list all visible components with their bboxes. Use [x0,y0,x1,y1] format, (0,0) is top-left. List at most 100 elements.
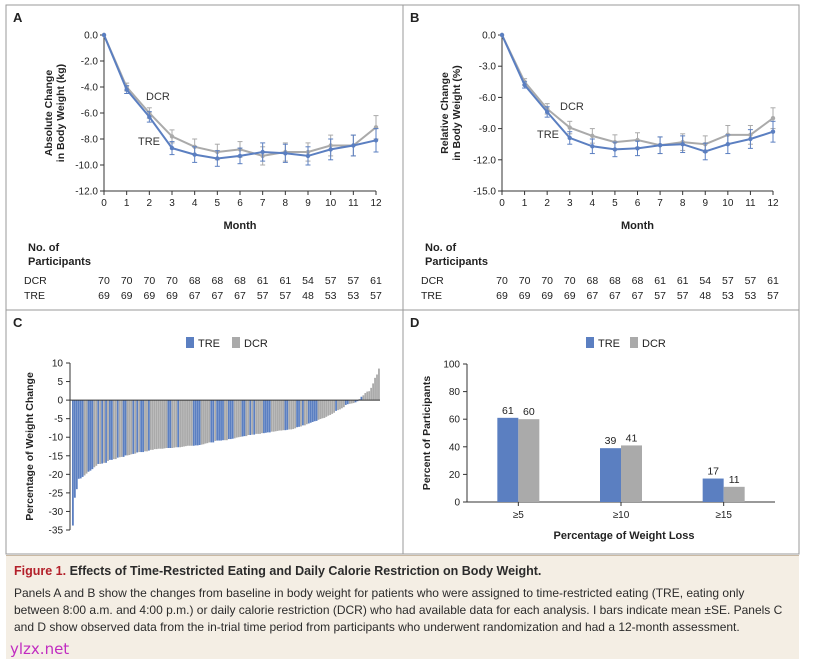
tre-participant-bar [110,400,113,460]
tre-data-point [237,153,243,159]
dcr-participant-bar [276,400,279,431]
y-tick-label: -12.0 [473,155,496,166]
dcr-data-point [567,125,572,130]
tre-participant-bar [194,400,197,446]
y-tick-label: 0.0 [482,31,496,42]
dcr-participant-bar [83,400,86,476]
participants-count: 48 [302,290,314,302]
panel-frames [5,4,800,555]
y-tick-label: -6.0 [81,109,99,120]
dcr-participant-bar [239,400,242,437]
participants-count: 54 [302,275,314,287]
dcr-participant-bar [257,400,259,434]
tre-bar-value: 39 [605,435,617,447]
y-axis-title-line1: Relative Change [439,72,451,154]
dcr-participant-bar [364,393,367,401]
dcr-participant-bar [175,400,178,448]
x-tick-label: 1 [522,198,528,209]
tre-series-label: TRE [537,129,559,141]
legend-tre-swatch [586,337,594,348]
x-tick-label: 12 [767,198,779,209]
participants-count: 53 [745,290,757,302]
dcr-participant-bar [235,400,238,438]
x-tick-label: 1 [124,198,130,209]
tre-participant-bar [198,400,201,446]
y-tick-label: 10 [52,359,64,370]
tre-participant-bar [89,400,92,471]
dcr-participant-bar [149,400,152,450]
legend-tre-swatch [186,337,194,348]
tre-participant-bar [296,400,298,428]
participants-count: 69 [564,290,576,302]
tre-participant-bar [216,400,219,441]
dcr-participant-bar [95,400,98,466]
participants-heading-line2: Participants [28,256,91,268]
participants-count: 53 [347,290,359,302]
dcr-participant-bar [294,400,297,429]
legend-dcr-label: DCR [642,338,666,350]
x-axis-title: Month [224,220,257,232]
participants-count: 54 [699,275,711,287]
panel-a-chart: 0.0-2.0-4.0-6.0-8.0-10.0-12.00 1 2 3 4 5 6 7 8 9 1… [24,31,382,303]
dcr-participant-bar [107,400,109,461]
tre-participant-bar [309,400,312,423]
watermark: ylzx.net [10,640,70,658]
caption-figure-number: Figure 1. [14,564,67,578]
tre-participant-bar [263,400,265,434]
y-tick-label: 5 [57,377,63,388]
dcr-participant-bar [226,400,228,441]
tre-participant-bar [220,400,222,441]
tre-participant-bar [284,400,287,431]
y-axis-title-line1: Absolute Change [43,70,55,156]
dcr-participant-bar [120,400,123,457]
participants-count: 57 [677,290,689,302]
dcr-participant-bar [114,400,117,460]
dcr-participant-bar [325,400,328,417]
participants-row-label: DCR [24,275,47,287]
x-tick-label: 8 [283,198,289,209]
dcr-participant-bar [329,400,332,415]
x-tick-label: 2 [147,198,153,209]
tre-data-point [351,143,356,148]
x-axis-title: Percentage of Weight Loss [554,530,695,542]
dcr-participant-bar [214,400,217,441]
tre-data-point [680,142,685,147]
participants-count: 57 [745,275,757,287]
dcr-participant-bar [208,400,211,443]
dcr-participant-bar [376,374,378,401]
tre-participant-bar [346,400,349,405]
dcr-participant-bar [366,391,369,401]
dcr-participant-bar [280,400,283,431]
x-tick-label: 6 [237,198,243,209]
tre-participant-bar [243,400,246,437]
participants-count: 68 [632,275,644,287]
participants-count: 57 [722,275,734,287]
tre-data-point [169,145,175,151]
participants-count: 67 [586,290,598,302]
dcr-participant-bar [272,400,275,432]
dcr-participant-bar [300,400,302,427]
x-tick-label: ≥15 [715,510,732,521]
dcr-participant-bar [151,400,154,450]
participants-count: 48 [699,290,711,302]
dcr-participant-bar [146,400,148,452]
dcr-participant-bar [103,400,105,463]
tre-data-point [657,143,663,148]
dcr-participant-bar [374,377,376,401]
tre-participant-bar [264,400,267,433]
y-axis-title: Percentage of Weight Change [24,372,36,521]
x-tick-label: 8 [680,198,686,209]
participants-count: 69 [166,290,178,302]
tre-participant-bar [77,400,80,479]
tre-participant-bar [311,400,314,423]
dcr-participant-bar [348,400,351,404]
x-tick-label: 11 [348,198,359,209]
dcr-participant-bar [362,395,365,401]
dcr-participant-bar [274,400,277,432]
participants-count: 70 [121,275,133,287]
participants-count: 57 [370,290,382,302]
dcr-participant-bar [179,400,182,448]
dcr-series-label: DCR [560,101,584,113]
tre-series-label: TRE [138,136,160,148]
tre-bar-value: 61 [502,405,514,417]
